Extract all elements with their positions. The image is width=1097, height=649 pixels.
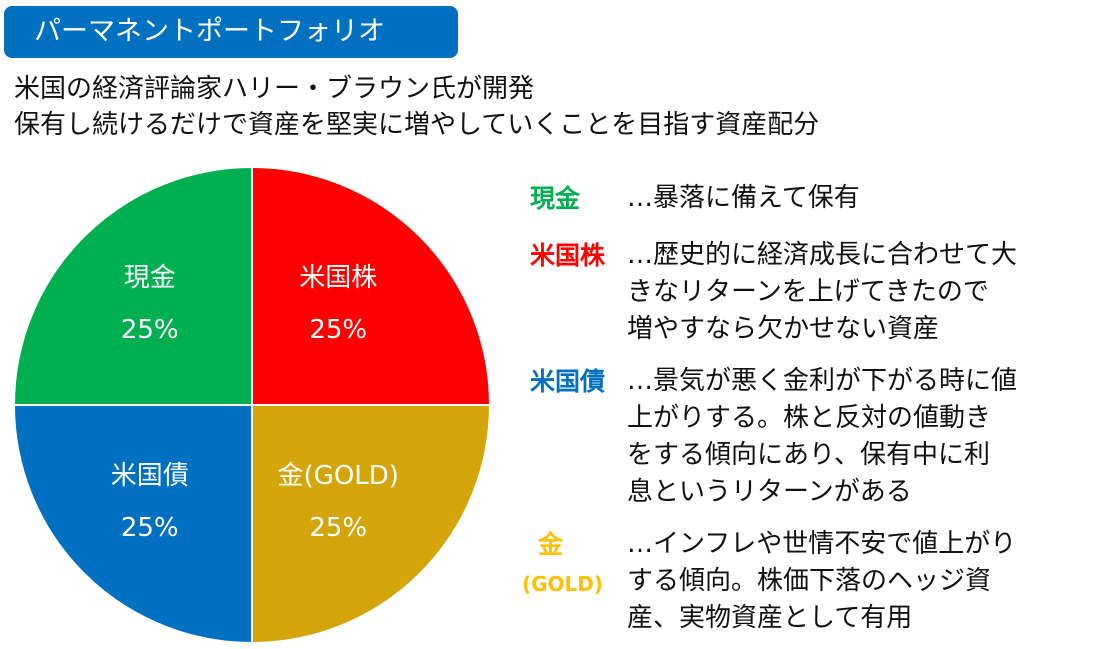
- subtitle-line-2: 保有し続けるだけで資産を堅実に増やしていくことを目指す資産配分: [14, 110, 820, 140]
- legend-desc-line: きなリターンを上げてきたので: [627, 277, 989, 307]
- pie-slice-value: 25%: [309, 315, 367, 345]
- pie-slice-value: 25%: [121, 315, 179, 345]
- legend-desc-line: …暴落に備えて保有: [627, 183, 860, 213]
- pie-slice-value: 25%: [121, 513, 179, 543]
- legend-name-cash: 現金: [530, 184, 581, 213]
- legend-desc-line: 増やすなら欠かせない資産: [627, 314, 940, 344]
- pie-slice-label: 金(GOLD): [278, 461, 399, 491]
- legend-desc-line: …歴史的に経済成長に合わせて大: [627, 240, 1018, 270]
- legend-name-us-stocks: 米国株: [530, 241, 606, 270]
- legend-desc-line: をする傾向にあり、保有中に利: [627, 440, 990, 470]
- pie-slice-value: 25%: [309, 513, 367, 543]
- page-title: パーマネントポートフォリオ: [4, 6, 458, 58]
- pie-slice: [12, 165, 253, 406]
- pie-slice: [251, 404, 492, 645]
- subtitle-line-1: 米国の経済評論家ハリー・ブラウン氏が開発: [14, 74, 535, 104]
- legend-desc-line: 上がりする。株と反対の値動き: [627, 403, 992, 433]
- legend-name-gold-main: 金: [538, 530, 564, 559]
- legend-desc-line: …景気が悪く金利が下がる時に値: [627, 366, 1018, 396]
- pie-slice-label: 現金: [124, 263, 176, 293]
- legend-desc-line: 息というリターンがある: [627, 477, 912, 507]
- pie-slice-label: 米国株: [299, 263, 377, 293]
- legend-name-gold-sub: (GOLD): [522, 572, 604, 596]
- pie-slice: [251, 165, 492, 406]
- pie-chart: 米国株 25% 金(GOLD) 25% 米国債 25% 現金 25%: [12, 165, 492, 645]
- legend-name-gold: 金 (GOLD): [522, 526, 638, 597]
- legend-desc-line: 産、実物資産として有用: [627, 603, 913, 633]
- legend-desc-line: する傾向。株価下落のヘッジ資: [627, 566, 992, 596]
- pie-slice: [12, 404, 253, 645]
- legend-name-us-bonds: 米国債: [530, 367, 606, 396]
- legend-desc-line: …インフレや世情不安で値上がり: [627, 529, 1017, 559]
- pie-slice-label: 米国債: [111, 461, 189, 491]
